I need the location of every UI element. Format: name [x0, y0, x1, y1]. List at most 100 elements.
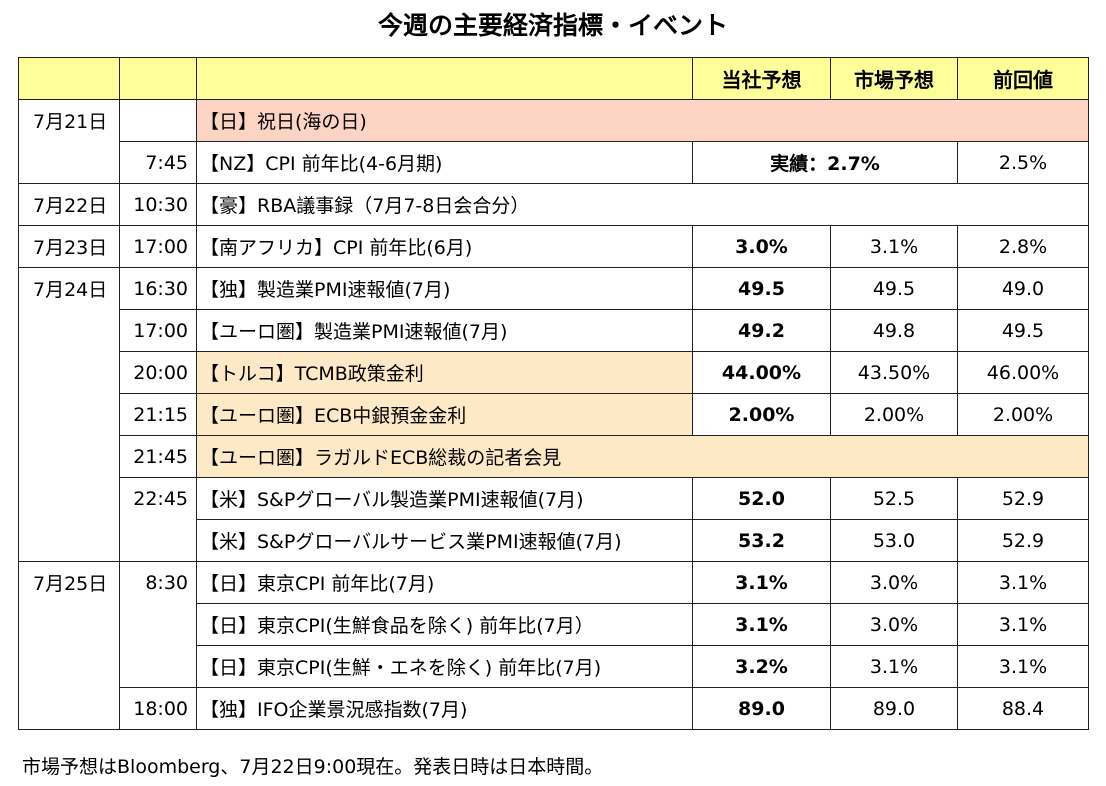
time-cell: 18:00: [119, 687, 197, 730]
page-title: 今週の主要経済指標・イベント: [377, 11, 728, 40]
event-cell: 【日】東京CPI(生鮮食品を除く) 前年比(7月）: [196, 603, 693, 646]
previous-value-cell: 3.1%: [957, 561, 1089, 604]
company-forecast-cell: 3.2%: [692, 645, 831, 688]
market-forecast-cell: 43.50%: [830, 351, 958, 394]
company-forecast-cell: 3.1%: [692, 603, 831, 646]
time-cell: [119, 603, 197, 646]
market-forecast-cell: 2.00%: [830, 393, 958, 436]
date-cell: 7月25日: [18, 561, 120, 604]
company-forecast-cell: 89.0: [692, 687, 831, 730]
time-cell: 17:00: [119, 225, 197, 268]
header-previous-value: 前回値: [957, 57, 1089, 100]
table-row: 20:00 【トルコ】TCMB政策金利 44.00% 43.50% 46.00%: [18, 351, 1089, 394]
date-cell: [18, 141, 120, 184]
event-cell: 【米】S&Pグローバルサービス業PMI速報値(7月): [196, 519, 693, 562]
event-cell: 【南アフリカ】CPI 前年比(6月): [196, 225, 693, 268]
time-cell: [119, 645, 197, 688]
header-event: [196, 57, 693, 100]
header-market-forecast: 市場予想: [830, 57, 958, 100]
market-forecast-cell: 3.0%: [830, 561, 958, 604]
event-cell: 【NZ】CPI 前年比(4-6月期): [196, 141, 693, 184]
table-row: 7月24日 16:30 【独】製造業PMI速報値(7月) 49.5 49.5 4…: [18, 267, 1089, 310]
date-cell: [18, 477, 120, 520]
previous-value-cell: 2.8%: [957, 225, 1089, 268]
previous-value-cell: 52.9: [957, 477, 1089, 520]
actual-value-cell: 実績：2.7%: [692, 141, 958, 184]
market-forecast-cell: 3.1%: [830, 645, 958, 688]
header-row: 当社予想 市場予想 前回値: [18, 57, 1089, 100]
date-cell: [18, 309, 120, 352]
previous-value-cell: 2.5%: [957, 141, 1089, 184]
footnote: 市場予想はBloomberg、7月22日9:00現在。発表日時は日本時間。: [22, 756, 604, 778]
date-cell: [18, 519, 120, 562]
time-cell: 21:15: [119, 393, 197, 436]
table-row: 【米】S&Pグローバルサービス業PMI速報値(7月) 53.2 53.0 52.…: [18, 519, 1089, 562]
company-forecast-cell: 2.00%: [692, 393, 831, 436]
table-row: 【日】東京CPI(生鮮・エネを除く) 前年比(7月) 3.2% 3.1% 3.1…: [18, 645, 1089, 688]
company-forecast-cell: 3.1%: [692, 561, 831, 604]
date-cell: [18, 435, 120, 478]
table-row: 18:00 【独】IFO企業景況感指数(7月) 89.0 89.0 88.4: [18, 687, 1089, 730]
market-forecast-cell: 89.0: [830, 687, 958, 730]
event-cell: 【独】製造業PMI速報値(7月): [196, 267, 693, 310]
market-forecast-cell: 3.1%: [830, 225, 958, 268]
event-cell: 【日】東京CPI(生鮮・エネを除く) 前年比(7月): [196, 645, 693, 688]
event-cell: 【ユーロ圏】製造業PMI速報値(7月): [196, 309, 693, 352]
market-forecast-cell: 49.8: [830, 309, 958, 352]
previous-value-cell: 46.00%: [957, 351, 1089, 394]
table-row: 7:45 【NZ】CPI 前年比(4-6月期) 実績：2.7% 2.5%: [18, 141, 1089, 184]
company-forecast-cell: 52.0: [692, 477, 831, 520]
table-row: 7月25日 8:30 【日】東京CPI 前年比(7月) 3.1% 3.0% 3.…: [18, 561, 1089, 604]
time-cell: 8:30: [119, 561, 197, 604]
event-cell: 【米】S&Pグローバル製造業PMI速報値(7月): [196, 477, 693, 520]
previous-value-cell: 3.1%: [957, 645, 1089, 688]
time-cell: 21:45: [119, 435, 197, 478]
table-row: 21:45 【ユーロ圏】ラガルドECB総裁の記者会見: [18, 435, 1089, 478]
company-forecast-cell: 53.2: [692, 519, 831, 562]
time-cell: 10:30: [119, 183, 197, 226]
market-forecast-cell: 52.5: [830, 477, 958, 520]
market-forecast-cell: 49.5: [830, 267, 958, 310]
time-cell: 20:00: [119, 351, 197, 394]
table-row: 21:15 【ユーロ圏】ECB中銀預金金利 2.00% 2.00% 2.00%: [18, 393, 1089, 436]
event-cell: 【ユーロ圏】ECB中銀預金金利: [196, 393, 693, 436]
date-cell: 7月24日: [18, 267, 120, 310]
company-forecast-cell: 3.0%: [692, 225, 831, 268]
time-cell: 16:30: [119, 267, 197, 310]
time-cell: 22:45: [119, 477, 197, 520]
previous-value-cell: 88.4: [957, 687, 1089, 730]
event-cell: 【独】IFO企業景況感指数(7月): [196, 687, 693, 730]
date-cell: 7月23日: [18, 225, 120, 268]
event-cell: 【日】祝日(海の日): [196, 99, 1089, 142]
table-row: 7月21日 【日】祝日(海の日): [18, 99, 1089, 142]
table-row: 【日】東京CPI(生鮮食品を除く) 前年比(7月） 3.1% 3.0% 3.1%: [18, 603, 1089, 646]
header-time: [119, 57, 197, 100]
event-cell: 【豪】RBA議事録（7月7-8日会合分）: [196, 183, 1089, 226]
event-cell: 【ユーロ圏】ラガルドECB総裁の記者会見: [196, 435, 1089, 478]
previous-value-cell: 49.0: [957, 267, 1089, 310]
date-cell: [18, 603, 120, 646]
company-forecast-cell: 49.2: [692, 309, 831, 352]
previous-value-cell: 3.1%: [957, 603, 1089, 646]
date-cell: [18, 351, 120, 394]
table-row: 7月22日 10:30 【豪】RBA議事録（7月7-8日会合分）: [18, 183, 1089, 226]
market-forecast-cell: 53.0: [830, 519, 958, 562]
date-cell: 7月22日: [18, 183, 120, 226]
previous-value-cell: 2.00%: [957, 393, 1089, 436]
previous-value-cell: 52.9: [957, 519, 1089, 562]
time-cell: 17:00: [119, 309, 197, 352]
header-company-forecast: 当社予想: [692, 57, 831, 100]
market-forecast-cell: 3.0%: [830, 603, 958, 646]
time-cell: [119, 519, 197, 562]
economic-calendar-table: 当社予想 市場予想 前回値 7月21日 【日】祝日(海の日) 7:45 【NZ】…: [18, 57, 1089, 730]
time-cell: [119, 99, 197, 142]
table-row: 22:45 【米】S&Pグローバル製造業PMI速報値(7月) 52.0 52.5…: [18, 477, 1089, 520]
header-date: [18, 57, 120, 100]
previous-value-cell: 49.5: [957, 309, 1089, 352]
date-cell: [18, 393, 120, 436]
date-cell: [18, 645, 120, 688]
date-cell: 7月21日: [18, 99, 120, 142]
date-cell: [18, 687, 120, 730]
table-row: 17:00 【ユーロ圏】製造業PMI速報値(7月) 49.2 49.8 49.5: [18, 309, 1089, 352]
company-forecast-cell: 49.5: [692, 267, 831, 310]
